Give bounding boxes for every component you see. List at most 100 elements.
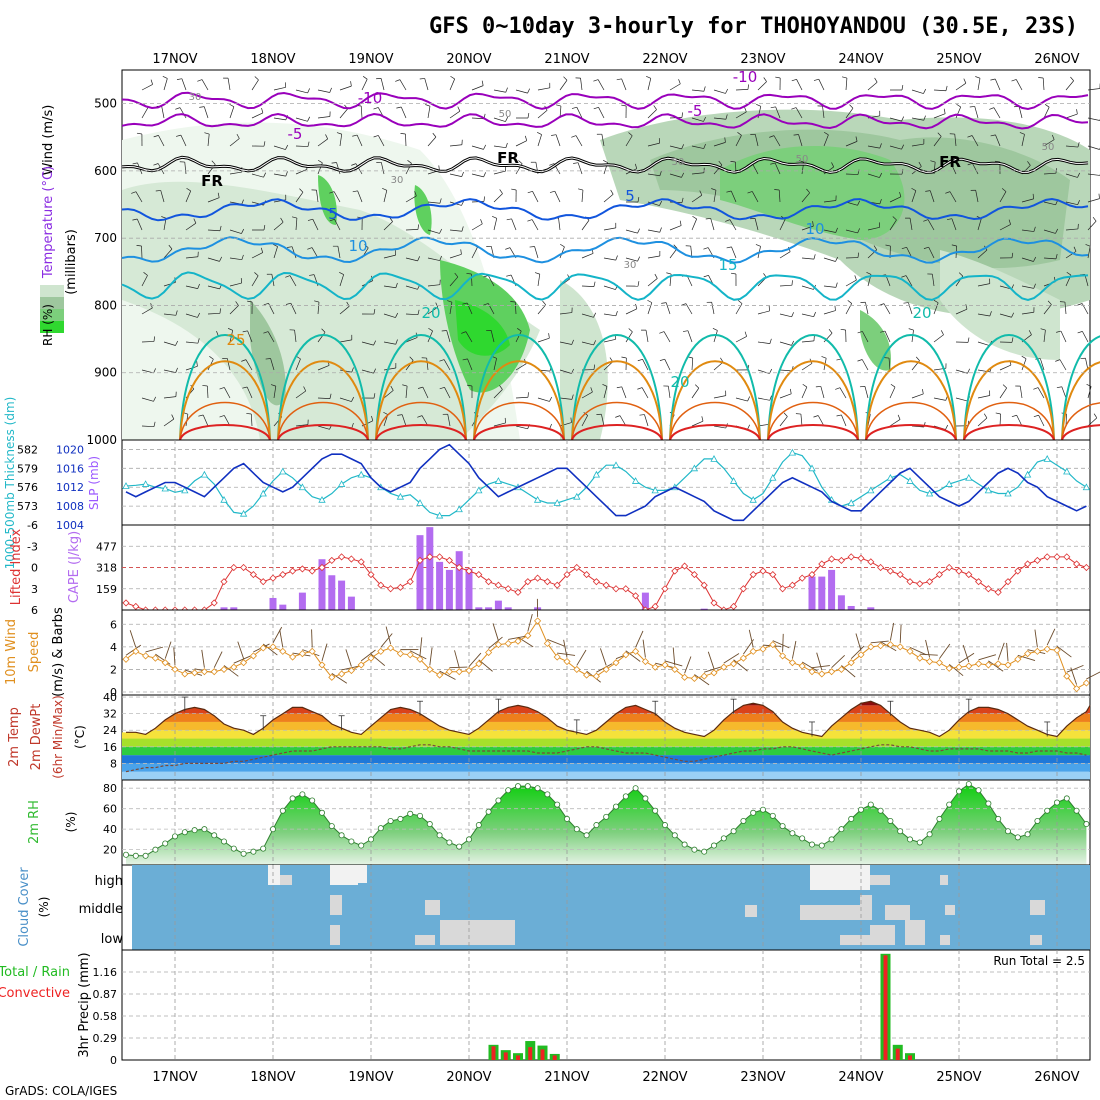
wind-barb <box>1027 161 1031 166</box>
wind-barb <box>1066 664 1084 673</box>
wind-speed-marker <box>651 663 659 671</box>
wind-barb <box>911 190 917 203</box>
wind-barb <box>684 656 692 674</box>
wind-barb <box>835 282 838 288</box>
rh-marker <box>622 793 629 800</box>
wind-barb <box>581 391 593 399</box>
wind-barb <box>373 309 376 315</box>
rh-marker <box>632 785 639 792</box>
wind-barb <box>235 301 239 306</box>
wind-barb <box>593 106 599 110</box>
wind-barb <box>911 187 917 191</box>
wind-barb <box>694 384 700 389</box>
wind-barb <box>654 273 658 279</box>
date-label-bottom: 18NOV <box>250 1070 295 1085</box>
wind-barb <box>870 640 889 644</box>
wind-barb <box>1043 172 1056 175</box>
wind-barb <box>962 644 970 663</box>
thickness-marker <box>396 492 405 500</box>
thickness-marker <box>494 477 503 484</box>
wind-barb <box>867 81 878 91</box>
li-marker <box>661 585 669 593</box>
slp-tick-label: 1008 <box>56 500 84 513</box>
wind-barb <box>975 190 979 203</box>
wind-barb <box>954 134 957 147</box>
wind-barb <box>713 425 726 429</box>
wind-barb <box>955 397 968 402</box>
wind-barb <box>294 330 297 343</box>
wind-barb <box>549 163 555 166</box>
rh-marker <box>201 826 208 833</box>
wind-barb <box>241 228 245 234</box>
precip-tick-label: 0.58 <box>93 1010 118 1023</box>
wind-speed-marker <box>984 661 992 669</box>
wind-barb <box>1033 226 1036 232</box>
wind-barb <box>537 304 547 315</box>
wind-barb <box>1008 219 1011 225</box>
rh-marker <box>1073 807 1080 814</box>
contour-label: 50 <box>499 109 512 120</box>
li-marker <box>357 558 365 566</box>
wind-barb <box>295 218 298 231</box>
wind-barb <box>242 330 248 333</box>
date-label-bottom: 20NOV <box>446 1070 491 1085</box>
wind-barb <box>692 215 697 220</box>
wind-barb <box>161 216 167 219</box>
wind-barb <box>806 188 810 194</box>
wind-barb <box>460 249 462 255</box>
dewpoint-line <box>125 744 1087 773</box>
wind-barb <box>933 136 942 147</box>
wind-barb <box>713 190 717 203</box>
wind-barb <box>1086 383 1092 387</box>
wind-barb <box>659 227 662 233</box>
wind-barb <box>666 272 672 275</box>
wind-barb <box>757 397 770 401</box>
temp-contour-20 <box>963 334 1055 441</box>
wind-barb <box>515 425 528 430</box>
wind-barb <box>378 135 385 147</box>
wind-barb <box>1065 80 1074 91</box>
wind-barb <box>427 306 439 315</box>
wind-barb <box>515 331 522 343</box>
rh-marker <box>436 832 443 839</box>
wind-barb <box>1019 132 1025 135</box>
li-marker <box>485 578 493 586</box>
wind-speed-marker <box>318 661 326 669</box>
wind-speed-marker <box>210 668 218 676</box>
li-marker <box>553 581 561 589</box>
wind-barb <box>710 218 715 231</box>
wind-barb <box>241 359 247 362</box>
wind-barb <box>171 414 175 420</box>
wind-barb <box>857 331 863 334</box>
wind-barb <box>635 303 638 309</box>
wind-barb <box>547 639 565 647</box>
wind-barb <box>989 107 995 110</box>
rh-marker <box>367 836 374 843</box>
wind-barb <box>483 172 486 178</box>
li-marker <box>377 581 385 589</box>
li-marker <box>847 553 855 561</box>
rh-marker <box>1044 807 1051 814</box>
wind-barb <box>345 649 352 667</box>
li-marker <box>808 571 816 579</box>
wind-barb <box>560 243 565 248</box>
wind-barb <box>813 415 819 418</box>
wind-barb <box>669 173 682 178</box>
wind-barb <box>718 160 723 166</box>
wind-barb <box>164 641 172 659</box>
li-marker <box>798 574 806 582</box>
rh-marker <box>416 812 423 819</box>
wind-barb <box>176 134 182 137</box>
wind-barb <box>822 106 825 119</box>
wind-barb <box>599 648 607 666</box>
li-marker <box>926 578 934 586</box>
wind-speed-marker <box>994 660 1002 668</box>
rh-marker <box>789 830 796 837</box>
wind-barb <box>163 418 175 427</box>
rh-axis-label-2: (%) <box>64 812 78 833</box>
wind-barb <box>563 639 568 658</box>
wind-barb <box>975 76 981 79</box>
rh-marker <box>652 807 659 814</box>
rh-marker <box>505 787 512 794</box>
wind-barb <box>251 79 259 91</box>
